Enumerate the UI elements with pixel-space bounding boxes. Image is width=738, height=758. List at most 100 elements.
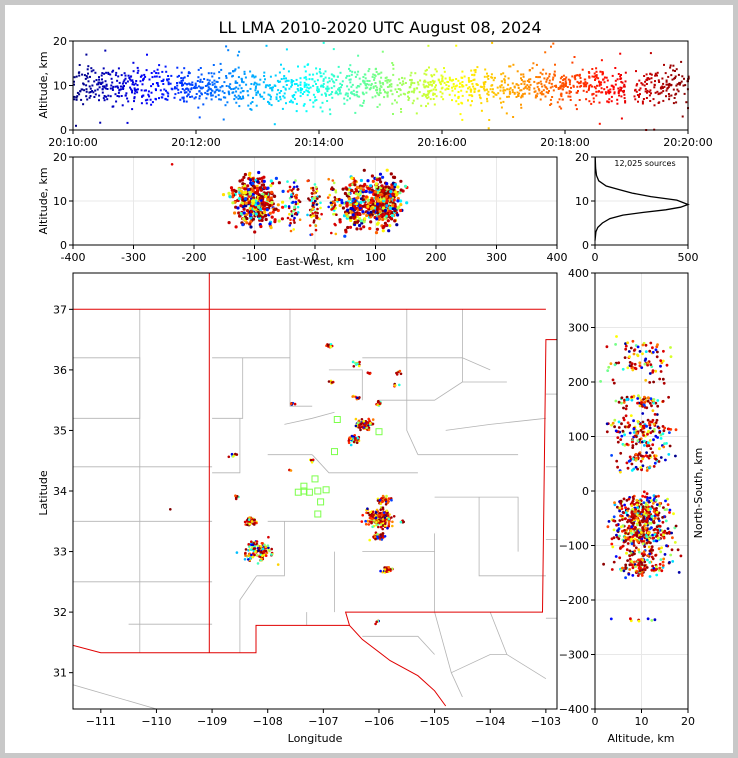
east-west-point [355, 189, 359, 193]
time-altitude-point [512, 116, 515, 118]
north-south-point [667, 395, 670, 399]
time-altitude-point [115, 71, 118, 74]
time-altitude-point [379, 89, 382, 92]
north-south-point [650, 568, 654, 572]
time-altitude-point [221, 85, 224, 88]
east-west-point [355, 185, 360, 189]
east-west-point [334, 206, 338, 210]
time-altitude-point [290, 99, 293, 102]
north-south-point [615, 533, 618, 537]
time-altitude-point [679, 82, 682, 84]
north-south-point [656, 528, 660, 532]
time-altitude-point [167, 92, 170, 95]
time-altitude-point [609, 88, 612, 91]
time-altitude-point [396, 84, 399, 87]
time-altitude-point [101, 88, 104, 91]
north-south-point [645, 538, 649, 542]
time-altitude-point [249, 102, 252, 105]
east-west-point [355, 196, 359, 200]
time-altitude-point [569, 79, 572, 82]
time-altitude-point [665, 95, 667, 98]
north-south-point [671, 560, 675, 563]
north-south-point [643, 401, 647, 404]
north-south-point [661, 377, 665, 381]
time-altitude-point [187, 93, 190, 96]
time-altitude-point [124, 74, 127, 77]
time-altitude-point [541, 73, 544, 76]
north-south-point [630, 542, 634, 546]
time-altitude-point [312, 105, 315, 108]
north-south-point [641, 464, 645, 468]
plan-view-point [248, 545, 251, 548]
north-south-point [648, 531, 651, 534]
plan-view-point [368, 538, 372, 542]
time-altitude-point [378, 94, 381, 97]
time-altitude-point [303, 76, 306, 79]
time-altitude-point [320, 85, 322, 88]
time-altitude-point [587, 89, 590, 92]
time-altitude-point [683, 92, 686, 95]
east-west-point [296, 188, 300, 191]
east-west-xtick-label: 400 [547, 251, 568, 264]
time-altitude-point [479, 97, 482, 100]
east-west-xlabel: East-West, km [276, 255, 354, 268]
plan-view-point [250, 520, 254, 523]
plan-view-point [387, 524, 391, 528]
time-altitude-point [588, 100, 591, 103]
time-altitude-point [639, 93, 641, 96]
north-south-point [646, 363, 649, 367]
time-altitude-point [162, 83, 165, 85]
time-altitude-point [376, 106, 379, 108]
time-altitude-point [366, 79, 369, 82]
north-south-point [637, 619, 641, 623]
time-altitude-point [106, 98, 109, 101]
time-altitude-point [211, 89, 214, 92]
time-altitude-point [227, 91, 230, 94]
time-altitude-point [295, 78, 298, 81]
time-altitude-point [390, 83, 393, 86]
north-south-point [643, 444, 646, 447]
time-altitude-point [533, 90, 536, 93]
north-south-point [627, 425, 630, 429]
east-west-point [383, 192, 387, 196]
east-west-point [331, 179, 335, 182]
time-altitude-point [560, 95, 563, 98]
time-altitude-point [579, 80, 582, 83]
time-altitude-point [185, 100, 188, 103]
plan-view-point [235, 453, 239, 456]
time-altitude-point [112, 85, 115, 88]
east-west-point [385, 168, 389, 172]
north-south-point [640, 572, 644, 576]
time-altitude-point [142, 79, 144, 82]
time-altitude-point [181, 82, 184, 85]
time-altitude-point [348, 67, 350, 70]
time-altitude-point [369, 87, 372, 89]
time-altitude-point [227, 90, 230, 93]
plan-view-point [387, 497, 391, 500]
time-altitude-point [373, 76, 376, 79]
time-altitude-point [306, 94, 309, 97]
north-south-point [617, 361, 621, 365]
time-altitude-point [674, 75, 677, 78]
time-altitude-point [87, 80, 90, 83]
time-altitude-point [539, 71, 542, 74]
plan-view-point [309, 458, 313, 462]
time-altitude-point [588, 84, 591, 87]
time-altitude-point [380, 86, 383, 89]
north-south-point [613, 425, 616, 429]
time-altitude-point [111, 105, 114, 108]
plan-view-point [248, 556, 252, 560]
time-altitude-point [132, 81, 134, 84]
time-altitude-point [554, 85, 557, 87]
time-altitude-point [614, 83, 617, 86]
time-altitude-point [177, 88, 180, 91]
time-altitude-point [410, 90, 413, 93]
time-altitude-point [683, 77, 685, 80]
north-south-point [651, 409, 655, 412]
east-west-point [341, 206, 345, 210]
time-altitude-point [591, 85, 593, 88]
time-altitude-point [128, 76, 131, 79]
time-altitude-point [238, 97, 241, 100]
east-west-point [310, 233, 314, 236]
time-altitude-point [114, 74, 117, 77]
